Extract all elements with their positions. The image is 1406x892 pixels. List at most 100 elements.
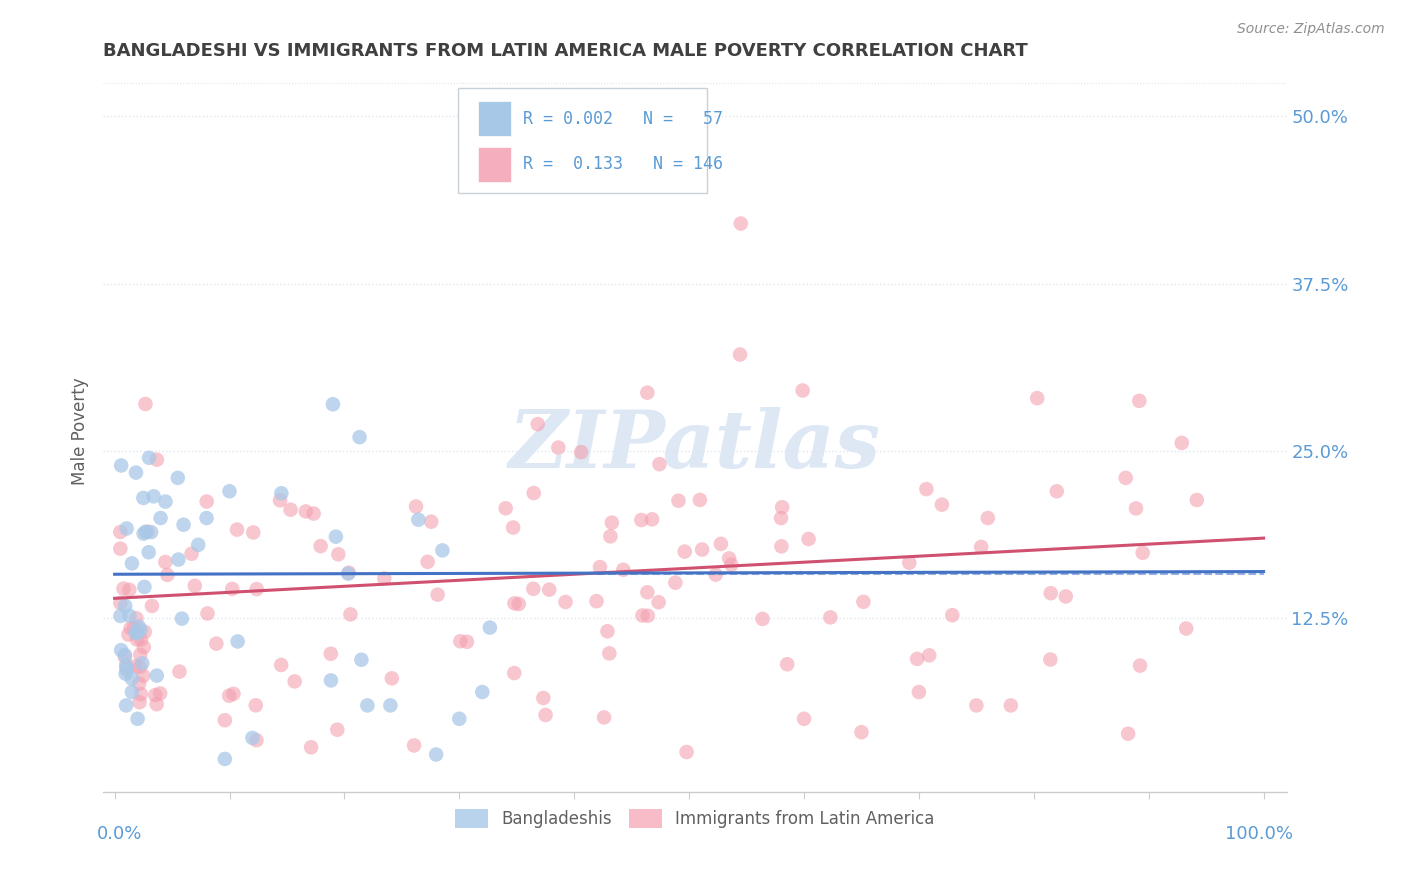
Point <box>245 733 267 747</box>
Point <box>132 669 155 683</box>
Point <box>121 557 143 571</box>
Point <box>730 217 752 231</box>
Point <box>502 520 524 534</box>
Text: Source: ZipAtlas.com: Source: ZipAtlas.com <box>1237 22 1385 37</box>
Point <box>339 607 361 622</box>
Point <box>1039 586 1062 600</box>
Point <box>114 648 136 662</box>
Point <box>110 643 132 657</box>
Point <box>598 646 620 660</box>
Point <box>319 673 342 688</box>
Point <box>117 627 139 641</box>
Point <box>668 493 690 508</box>
Point <box>941 608 963 623</box>
Point <box>770 511 793 525</box>
Point <box>270 486 292 500</box>
Point <box>547 441 569 455</box>
Point <box>425 747 447 762</box>
Point <box>426 588 449 602</box>
Point <box>1125 501 1147 516</box>
Point <box>405 500 427 514</box>
Point <box>115 663 138 677</box>
Point <box>124 659 146 673</box>
Point <box>349 430 371 444</box>
Point <box>776 657 799 672</box>
Point <box>149 511 172 525</box>
Point <box>214 713 236 727</box>
Point <box>471 685 494 699</box>
Point <box>110 524 132 539</box>
Point <box>350 653 373 667</box>
Point <box>851 725 873 739</box>
Point <box>648 457 671 471</box>
Point <box>246 582 269 596</box>
Point <box>132 491 155 505</box>
Point <box>122 621 145 635</box>
Text: 0.0%: 0.0% <box>97 825 142 843</box>
Y-axis label: Male Poverty: Male Poverty <box>72 377 89 485</box>
Point <box>127 712 149 726</box>
Point <box>128 695 150 709</box>
Point <box>302 507 325 521</box>
Point <box>142 489 165 503</box>
Point <box>128 676 150 690</box>
Point <box>503 596 526 610</box>
Point <box>214 752 236 766</box>
Point <box>852 595 875 609</box>
Point <box>478 621 501 635</box>
Point <box>128 619 150 633</box>
Point <box>408 513 430 527</box>
Point <box>599 529 621 543</box>
Point <box>977 511 1000 525</box>
Point <box>170 612 193 626</box>
Point <box>585 594 607 608</box>
Point <box>155 494 177 508</box>
Point <box>146 668 169 682</box>
Point <box>1026 391 1049 405</box>
Point <box>538 582 561 597</box>
Point <box>523 486 546 500</box>
Point <box>416 555 439 569</box>
Point <box>637 608 659 623</box>
Point <box>195 511 218 525</box>
Point <box>218 689 240 703</box>
Point <box>121 685 143 699</box>
Point <box>129 687 152 701</box>
Point <box>187 538 209 552</box>
Point <box>636 585 658 599</box>
Point <box>404 739 426 753</box>
Point <box>280 502 302 516</box>
Point <box>326 723 349 737</box>
Point <box>118 608 141 623</box>
Point <box>146 452 169 467</box>
Point <box>1115 471 1137 485</box>
Point <box>197 607 219 621</box>
Point <box>689 492 711 507</box>
Point <box>115 661 138 675</box>
Text: ZIPatlas: ZIPatlas <box>509 407 882 484</box>
FancyBboxPatch shape <box>458 87 707 193</box>
Point <box>115 658 138 673</box>
Point <box>125 626 148 640</box>
Point <box>135 524 157 539</box>
Point <box>114 599 136 613</box>
Point <box>132 526 155 541</box>
Point <box>612 563 634 577</box>
Point <box>299 740 322 755</box>
Point <box>269 493 291 508</box>
Point <box>134 580 156 594</box>
Point <box>1000 698 1022 713</box>
Point <box>641 512 664 526</box>
Point <box>495 501 517 516</box>
Point <box>965 698 987 713</box>
Point <box>132 640 155 655</box>
FancyBboxPatch shape <box>478 147 512 182</box>
Point <box>319 647 342 661</box>
Point <box>898 556 921 570</box>
Point <box>931 498 953 512</box>
Point <box>554 595 576 609</box>
Point <box>1175 622 1198 636</box>
Point <box>589 560 612 574</box>
Point <box>184 579 207 593</box>
Point <box>337 566 360 581</box>
